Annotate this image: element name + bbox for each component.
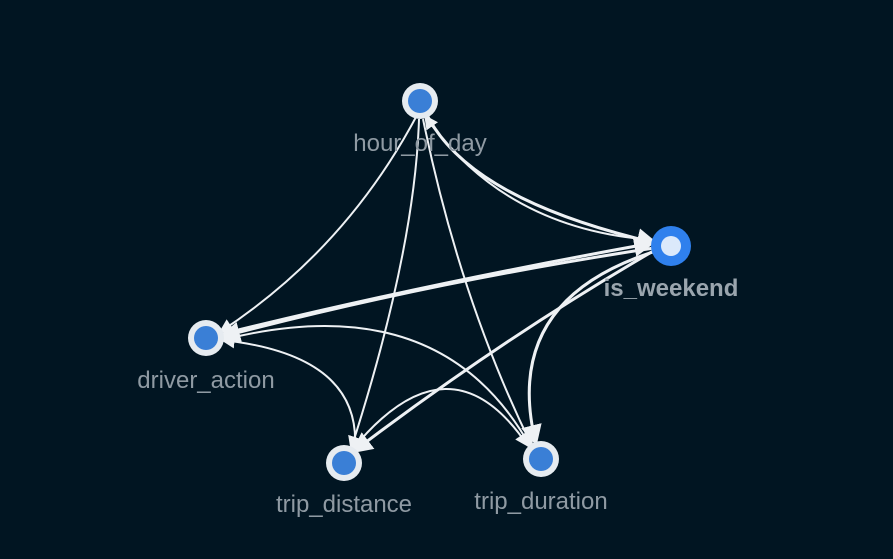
node-is_weekend[interactable]: is_weekend bbox=[604, 226, 739, 302]
node-driver_action-core bbox=[194, 326, 218, 350]
edge-trip_distance-to-trip_duration[interactable] bbox=[351, 388, 529, 451]
edges-layer bbox=[218, 114, 659, 454]
node-is_weekend-core bbox=[661, 236, 681, 256]
node-driver_action-label: driver_action bbox=[137, 367, 274, 394]
node-trip_duration-label: trip_duration bbox=[474, 488, 607, 515]
node-trip_distance-label: trip_distance bbox=[276, 491, 412, 518]
node-trip_duration-core bbox=[529, 447, 553, 471]
edge-hour_of_day-to-driver_action[interactable] bbox=[218, 116, 417, 333]
edge-is_weekend-to-hour_of_day[interactable] bbox=[424, 114, 655, 241]
node-hour_of_day-core bbox=[408, 89, 432, 113]
node-trip_duration[interactable]: trip_duration bbox=[474, 441, 608, 515]
edge-is_weekend-to-driver_action[interactable] bbox=[218, 246, 655, 343]
node-driver_action[interactable]: driver_action bbox=[137, 320, 275, 394]
node-trip_distance[interactable]: trip_distance bbox=[276, 445, 412, 518]
edge-is_weekend-to-trip_distance[interactable] bbox=[351, 248, 656, 454]
edge-is_weekend-to-trip_duration[interactable] bbox=[521, 249, 657, 447]
edge-trip_distance-to-driver_action[interactable] bbox=[220, 334, 357, 448]
node-is_weekend-label: is_weekend bbox=[604, 275, 739, 302]
node-hour_of_day-label: hour_of_day bbox=[353, 130, 486, 157]
node-hour_of_day[interactable]: hour_of_day bbox=[353, 83, 487, 157]
edge-hour_of_day-to-trip_duration[interactable] bbox=[422, 118, 533, 448]
node-trip_distance-core bbox=[332, 451, 356, 475]
nodes-layer: hour_of_day is_weekend driver_action tri… bbox=[137, 83, 738, 518]
edge-driver_action-to-trip_duration[interactable] bbox=[221, 325, 531, 448]
edge-hour_of_day-to-trip_distance[interactable] bbox=[348, 118, 420, 451]
